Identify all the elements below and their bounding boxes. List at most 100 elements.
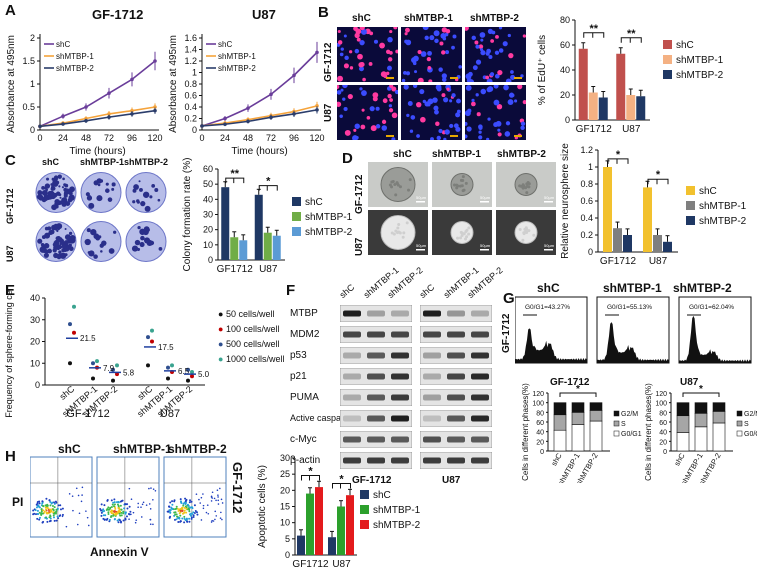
- event-dot: [175, 518, 178, 521]
- chart-c: 0 10 20 30 40 50 60 Colony formation rate (%) GF…: [182, 158, 285, 275]
- blot-band: [367, 394, 385, 401]
- b-legend-swatch-sh1: [663, 55, 672, 64]
- y-tick-label: 30: [30, 315, 40, 325]
- y-tick-label: 0.8: [580, 179, 593, 189]
- colony-dot: [86, 195, 93, 201]
- legend-label: S: [621, 421, 626, 428]
- colony-image-r0-c0: [35, 170, 77, 215]
- histogram: [597, 322, 669, 363]
- event-dot: [117, 501, 120, 504]
- event-dot: [102, 508, 105, 511]
- cell-nucleus: [441, 73, 447, 79]
- colony-image-r1-c2: [125, 219, 167, 264]
- event-dot: [173, 499, 176, 502]
- c-col-sh1: shMTBP-1: [80, 157, 125, 167]
- event-dot: [186, 520, 189, 523]
- sphere-image-r1-c1: 50µm: [432, 210, 492, 255]
- cell-nucleus: [428, 79, 433, 82]
- cell-nucleus: [337, 90, 342, 95]
- blot-band: [471, 310, 489, 317]
- colony-dot: [85, 192, 90, 197]
- b-legend-label-sh2: shMTBP-2: [676, 70, 724, 81]
- point-500 cells/well: [68, 322, 72, 327]
- event-dot-apoptotic: [202, 493, 204, 495]
- colony-dot: [56, 229, 59, 233]
- cell-nucleus: [375, 106, 380, 111]
- colony-dot: [90, 228, 97, 236]
- bar-shMTBP-1-GF1712: [588, 92, 598, 120]
- event-dot-apoptotic: [85, 510, 87, 512]
- y-tick-label: 40: [536, 430, 544, 437]
- cell-nucleus: [411, 57, 417, 63]
- event-dot: [50, 510, 53, 513]
- event-dot-apoptotic: [200, 519, 203, 521]
- blot-strip-7-1: [420, 452, 492, 469]
- colony-dot: [65, 201, 71, 207]
- event-dot-apoptotic: [220, 511, 222, 514]
- cell-nucleus: [356, 37, 361, 42]
- event-dot-apoptotic: [199, 502, 202, 504]
- e-legend-dot-1000: ●: [218, 354, 224, 364]
- event-dot: [53, 519, 56, 522]
- event-dot: [120, 508, 123, 511]
- event-dot: [38, 516, 41, 519]
- blot-band: [471, 352, 489, 359]
- cell-nucleus: [412, 85, 418, 88]
- legend-label: shMTBP-1: [56, 52, 94, 61]
- colony-dot: [45, 189, 48, 192]
- texture-dot: [461, 178, 465, 182]
- event-dot: [103, 518, 106, 521]
- cell-nucleus: [360, 28, 367, 35]
- y-tick-label: 100: [532, 401, 544, 408]
- event-dot: [179, 520, 182, 523]
- stack-G2/M-shMTBP-1: [571, 402, 585, 413]
- cell-nucleus: [466, 126, 472, 132]
- x-axis-label: Time (hours): [231, 146, 287, 157]
- mean-label: 6.5: [178, 367, 190, 376]
- g-sub-title-gf1712: GF-1712: [550, 377, 590, 388]
- colony-dot: [133, 184, 139, 190]
- cell-nucleus: [401, 78, 406, 82]
- h-legend-swatch-shc: [360, 490, 369, 499]
- data-point: [153, 108, 157, 113]
- cell-nucleus: [441, 27, 448, 33]
- event-dot: [108, 518, 111, 521]
- y-tick-label: 20: [560, 90, 570, 100]
- event-dot-apoptotic: [215, 499, 217, 502]
- cell-nucleus: [455, 126, 461, 132]
- bar-shMTBP-2-U87: [636, 96, 646, 120]
- data-point: [315, 50, 319, 55]
- x-tick-label: GF1712: [600, 256, 637, 267]
- event-dot: [110, 506, 113, 509]
- c-row-u87: U87: [5, 245, 15, 262]
- cell-nucleus: [475, 93, 479, 97]
- x-tick-label: 120: [309, 133, 324, 143]
- f-protein-label-2: p53: [290, 350, 307, 361]
- legend-label: S: [744, 421, 749, 428]
- event-dot-apoptotic: [219, 517, 222, 519]
- y-tick-label: 0: [192, 125, 197, 135]
- cell-nucleus: [452, 34, 457, 39]
- y-tick-label: 60: [560, 40, 570, 50]
- cell-nucleus: [478, 124, 483, 130]
- colony-dot: [151, 183, 156, 188]
- h-legend-swatch-sh1: [360, 505, 369, 514]
- point-50 cells/well: [91, 376, 95, 381]
- x-tick-label: 24: [220, 133, 230, 143]
- y-tick-label: 0: [540, 449, 544, 456]
- event-dot-apoptotic: [132, 511, 135, 514]
- cell-nucleus: [381, 125, 388, 131]
- sig-bracket: [301, 474, 320, 481]
- cell-nucleus: [412, 61, 417, 66]
- event-dot: [57, 517, 60, 520]
- blot-strip-3-1: [420, 368, 492, 385]
- event-dot: [61, 513, 64, 516]
- texture-dot: [390, 185, 394, 189]
- cell-nucleus: [361, 90, 367, 96]
- point-500 cells/well: [186, 367, 190, 372]
- colony-dot: [44, 249, 49, 254]
- blot-band: [447, 436, 465, 443]
- event-dot: [102, 514, 105, 517]
- colony-dot: [44, 232, 51, 239]
- y-axis-label: Cells in different phases(%): [521, 383, 530, 481]
